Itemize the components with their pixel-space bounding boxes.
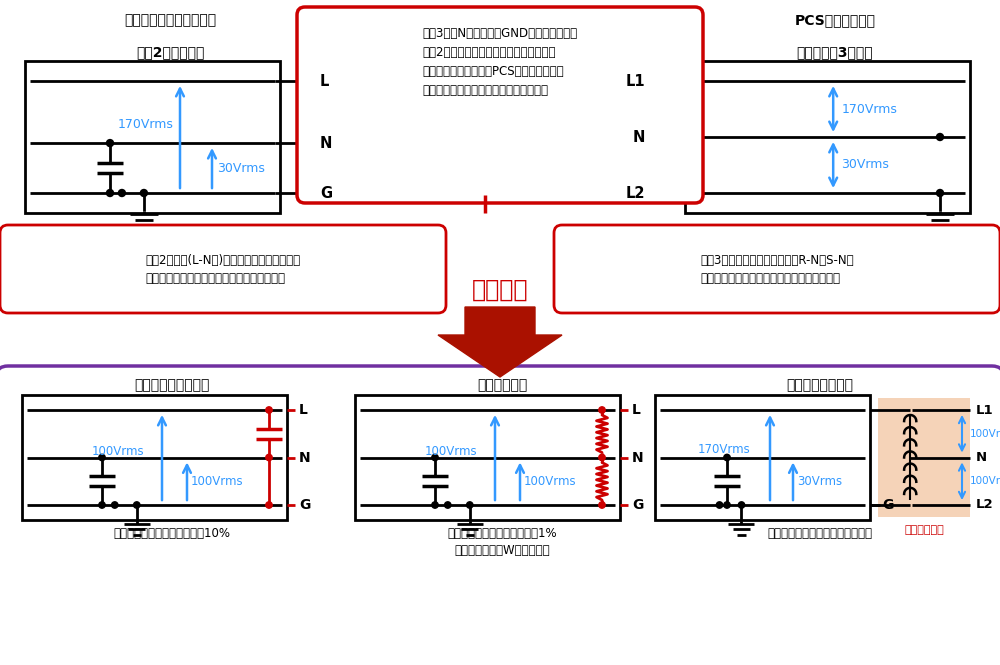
Text: 100Vrms: 100Vrms [524, 475, 577, 487]
Text: コンデンサ分圧方式: コンデンサ分圧方式 [134, 378, 210, 392]
Text: 交流電源やインバータの: 交流電源やインバータの [124, 13, 216, 27]
Text: L: L [299, 403, 308, 417]
Text: 単相3線のN（中点）はGND設置である為、
単相2線と接続する場合、以下の接続を用
いる事がありますが、PCSでは系統判定機
能がある為本接続では認識でいません: 単相3線のN（中点）はGND設置である為、 単相2線と接続する場合、以下の接続を… [422, 27, 578, 97]
Circle shape [467, 502, 473, 508]
Bar [355, 395, 620, 520]
Circle shape [106, 190, 114, 196]
Circle shape [445, 502, 451, 508]
Text: 単相2線出力方式: 単相2線出力方式 [136, 45, 204, 59]
Circle shape [936, 190, 943, 196]
FancyBboxPatch shape [554, 225, 1000, 313]
Text: 170Vrms: 170Vrms [118, 118, 174, 132]
Text: G: G [632, 498, 643, 512]
Polygon shape [438, 307, 562, 377]
Text: N: N [633, 130, 645, 144]
Text: 30Vrms: 30Vrms [841, 158, 889, 172]
Bar [685, 61, 970, 213]
Circle shape [599, 502, 605, 508]
Text: 解決方法: 解決方法 [472, 278, 528, 302]
Text: 単巻トランス: 単巻トランス [904, 525, 944, 535]
Text: 100Vrms: 100Vrms [92, 445, 145, 458]
FancyBboxPatch shape [297, 7, 703, 203]
Circle shape [118, 190, 125, 196]
Text: 170Vrms: 170Vrms [698, 443, 751, 456]
Circle shape [432, 502, 438, 508]
Text: 170Vrms: 170Vrms [841, 102, 897, 116]
Circle shape [716, 502, 723, 508]
Circle shape [266, 407, 272, 413]
Text: L: L [320, 74, 329, 88]
Circle shape [936, 134, 943, 140]
Text: N: N [299, 450, 311, 464]
Text: 100Vrms: 100Vrms [970, 429, 1000, 439]
Bar [25, 61, 280, 213]
Circle shape [724, 502, 730, 508]
Circle shape [738, 502, 745, 508]
Text: G: G [320, 186, 332, 201]
Text: 100Vrms: 100Vrms [425, 445, 478, 458]
Text: G: G [882, 498, 893, 512]
FancyBboxPatch shape [0, 225, 446, 313]
Text: 対策コスト小。電圧バラツキ1%
抵抗選定で数十W程度が必須: 対策コスト小。電圧バラツキ1% 抵抗選定で数十W程度が必須 [447, 527, 557, 557]
Text: 単相2線出力(L-N間)はフローティング出力。
電位を安定させる為に、コンデンサで接地。: 単相2線出力(L-N間)はフローティング出力。 電位を安定させる為に、コンデンサ… [145, 253, 301, 285]
Text: N: N [632, 450, 644, 464]
Circle shape [599, 407, 605, 413]
Text: 100Vrms: 100Vrms [191, 475, 244, 487]
Text: 機器の単相3線出力: 機器の単相3線出力 [797, 45, 873, 59]
Text: L1: L1 [625, 74, 645, 88]
Text: コスト大。ただし一番電圧が安定: コスト大。ただし一番電圧が安定 [767, 527, 872, 540]
Text: N: N [976, 451, 987, 464]
Bar [878, 398, 970, 517]
Text: L2: L2 [626, 186, 645, 201]
Text: G: G [299, 498, 310, 512]
Text: 100Vrms: 100Vrms [970, 476, 1000, 486]
Circle shape [134, 502, 140, 508]
Circle shape [99, 454, 105, 461]
Text: L1: L1 [976, 404, 994, 416]
Text: L: L [632, 403, 641, 417]
Circle shape [140, 190, 147, 196]
Text: 30Vrms: 30Vrms [217, 162, 265, 174]
Bar [22, 395, 287, 520]
Text: PCSなど系統電源: PCSなど系統電源 [794, 13, 876, 27]
FancyBboxPatch shape [0, 366, 1000, 665]
Text: 30Vrms: 30Vrms [797, 475, 842, 487]
Circle shape [99, 502, 105, 508]
Circle shape [432, 454, 438, 461]
Circle shape [266, 502, 272, 508]
Circle shape [112, 502, 118, 508]
Text: 抵抗分圧方式: 抵抗分圧方式 [477, 378, 527, 392]
Circle shape [266, 454, 272, 461]
Text: 単相3線で接続されているか？R-N、S-N間
が中間電圧か測定して判定する機能を内蔵。: 単相3線で接続されているか？R-N、S-N間 が中間電圧か測定して判定する機能を… [700, 253, 854, 285]
Circle shape [724, 454, 730, 461]
Circle shape [599, 454, 605, 461]
Bar [655, 395, 870, 520]
Text: 対策コスト小。電圧バラツキ10%: 対策コスト小。電圧バラツキ10% [114, 527, 230, 540]
Text: L2: L2 [976, 499, 994, 511]
Text: N: N [320, 136, 332, 150]
Circle shape [106, 140, 114, 146]
Text: 単巻トランス方式: 単巻トランス方式 [786, 378, 853, 392]
